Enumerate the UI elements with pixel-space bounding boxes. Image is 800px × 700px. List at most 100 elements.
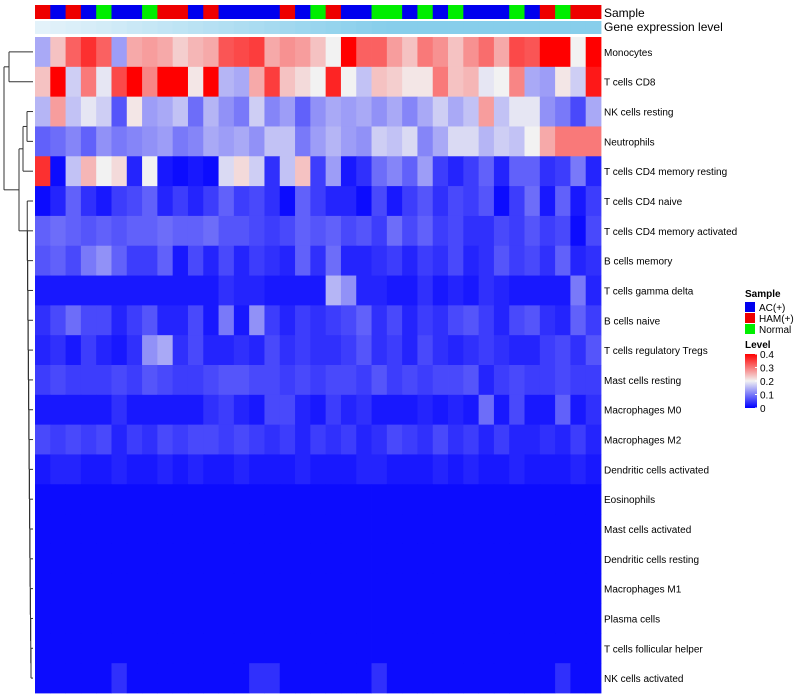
heatmap-cell [371,603,388,634]
heatmap-cell [35,365,51,396]
heatmap-cell [218,96,235,127]
heatmap-cell [50,275,66,306]
heatmap-cell [65,156,82,187]
heatmap-cell [448,454,464,485]
heatmap-cell [96,126,112,157]
heatmap-cell [80,484,97,515]
heatmap-cell [233,37,250,68]
heatmap-cell [340,245,357,276]
expression-track-cell [478,21,495,34]
heatmap-cell [402,603,418,634]
heatmap-cell [80,394,97,426]
heatmap-cell [157,514,174,545]
heatmap-cell [356,633,372,664]
heatmap-cell [249,66,265,98]
heatmap-cell [478,156,495,187]
heatmap-cell [279,126,296,157]
heatmap-cell [432,514,449,545]
heatmap-cell [524,96,541,127]
heatmap-cell [65,305,82,336]
heatmap-cell [80,66,97,98]
heatmap-cell [417,126,434,157]
sample-track-cell [142,5,158,19]
heatmap-cell [249,663,265,694]
heatmap-cell [585,663,602,694]
heatmap-cell [279,37,296,68]
heatmap-cell [509,394,525,426]
level-legend-title: Level [745,340,771,351]
heatmap-cell [356,394,372,426]
heatmap-cell [203,335,219,366]
sample-track-cell [325,5,342,19]
sample-track-cell [539,5,556,19]
heatmap-cell [555,305,571,336]
heatmap-cell [50,305,66,336]
heatmap-cell [539,573,556,604]
heatmap-cell [555,454,571,485]
heatmap-cell [524,156,541,187]
heatmap-cell [264,305,281,336]
heatmap-cell [111,156,128,187]
heatmap-cell [325,245,342,276]
heatmap-cell [80,37,97,68]
heatmap-cell [187,633,204,664]
heatmap-cell [279,424,296,455]
heatmap-cell [295,603,311,634]
heatmap-cell [172,96,189,127]
heatmap-cell [356,215,372,247]
row-label: T cells CD4 naive [604,197,683,208]
heatmap-cell [539,514,556,545]
heatmap-cell [65,126,82,157]
heatmap-cell [570,156,587,187]
heatmap-cell [142,633,158,664]
heatmap-cell [65,633,82,664]
row-dendrogram [3,51,33,679]
heatmap-cell [310,126,327,157]
heatmap-cell [524,603,541,634]
heatmap-cell [402,126,418,157]
heatmap-cell [386,66,403,98]
heatmap-cell [187,663,204,694]
heatmap-cell [157,454,174,485]
heatmap-cell [585,365,602,396]
heatmap-cell [478,96,495,127]
heatmap-cell [478,305,495,336]
heatmap-cell [585,543,602,575]
heatmap-cell [555,603,571,634]
heatmap-cell [111,37,128,68]
heatmap-cell [417,215,434,247]
heatmap-cell [279,305,296,336]
heatmap-cell [50,543,66,575]
heatmap-cell [325,394,342,426]
heatmap-cell [432,484,449,515]
sample-track-cell [96,5,112,19]
heatmap-cell [65,663,82,694]
heatmap-cell [264,156,281,187]
heatmap-cell [35,603,51,634]
heatmap-cell [386,603,403,634]
heatmap-cell [417,66,434,98]
heatmap-cell [50,484,66,515]
heatmap-cell [233,484,250,515]
heatmap-cell [432,37,449,68]
heatmap-cell [539,186,556,217]
heatmap-cell [187,305,204,336]
heatmap-cell [187,335,204,366]
heatmap-cell [233,573,250,604]
heatmap-cell [432,305,449,336]
heatmap-cell [493,305,510,336]
heatmap-cell [264,663,281,694]
heatmap-cell [233,663,250,694]
heatmap-cell [478,365,495,396]
heatmap-cell [157,394,174,426]
heatmap-cell [50,126,66,157]
heatmap-cell [386,186,403,217]
expression-track-cell [203,21,219,34]
sample-legend-title: Sample [745,289,781,300]
heatmap-cell [111,245,128,276]
heatmap-cell [448,126,464,157]
heatmap-cell [463,66,480,98]
heatmap-cell [203,394,219,426]
heatmap-cell [264,126,281,157]
heatmap-cell [478,573,495,604]
